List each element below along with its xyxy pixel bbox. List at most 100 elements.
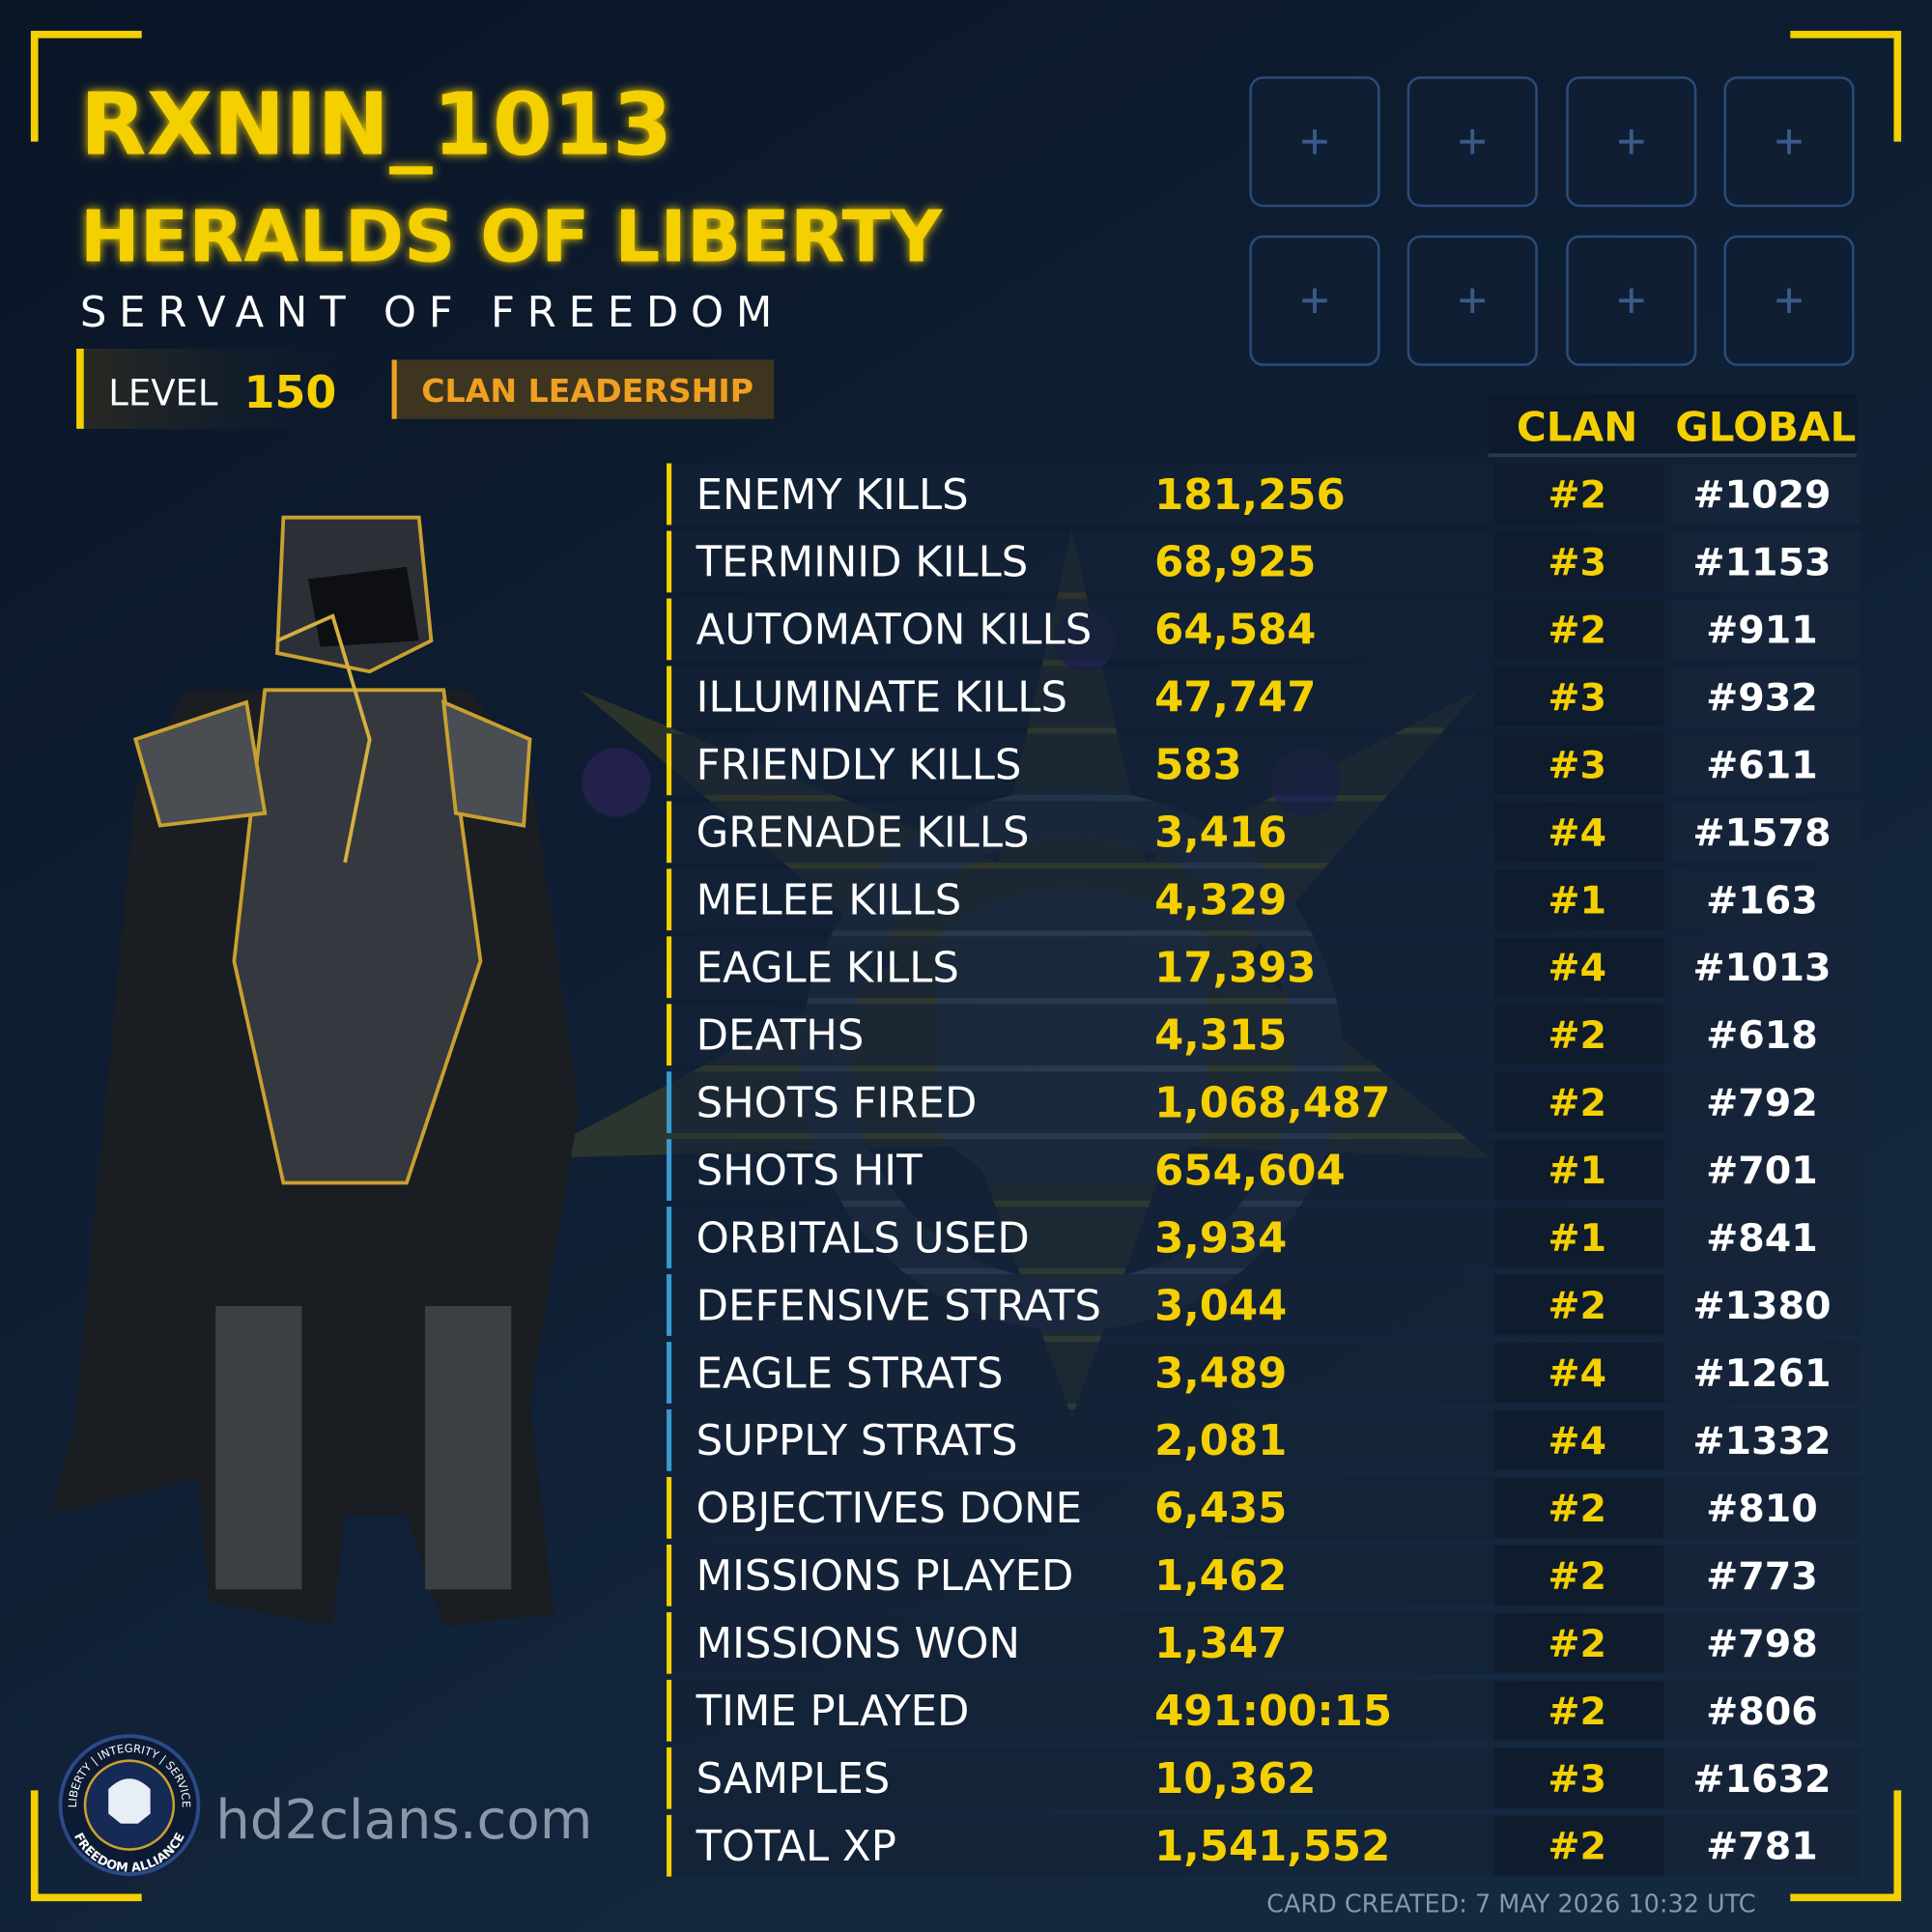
row-accent xyxy=(667,1342,672,1404)
row-accent xyxy=(667,1679,672,1742)
stat-value: 3,489 xyxy=(1154,1350,1287,1398)
clan-rank: #1 xyxy=(1548,1149,1606,1193)
stat-value: 4,329 xyxy=(1154,877,1287,925)
clan-rank: #4 xyxy=(1548,1351,1606,1396)
badge-slots xyxy=(1249,76,1855,366)
stat-label: FRIENDLY KILLS xyxy=(696,742,1022,790)
global-rank: #1013 xyxy=(1692,946,1831,990)
stat-value: 491:00:15 xyxy=(1154,1688,1392,1736)
level-value: 150 xyxy=(244,366,337,418)
row-accent xyxy=(667,1139,672,1201)
stat-label: SAMPLES xyxy=(696,1755,891,1804)
clan-rank: #4 xyxy=(1548,946,1606,990)
clan-cell xyxy=(1494,464,1663,525)
global-rank: #1632 xyxy=(1692,1757,1831,1802)
stat-value: 181,256 xyxy=(1154,471,1346,520)
row-accent xyxy=(667,868,672,931)
clan-rank: #2 xyxy=(1548,473,1606,518)
row-accent xyxy=(667,1409,672,1471)
global-cell xyxy=(1671,869,1861,929)
clan-rank: #2 xyxy=(1548,1825,1606,1869)
clan-cell xyxy=(1494,1410,1663,1470)
stat-value: 6,435 xyxy=(1154,1485,1287,1533)
clan-cell xyxy=(1494,1816,1663,1876)
clan-cell xyxy=(1494,1343,1663,1403)
row-accent xyxy=(667,1004,672,1066)
global-cell xyxy=(1671,1208,1861,1267)
global-cell xyxy=(1671,1613,1861,1673)
clan-rank: #3 xyxy=(1548,675,1606,720)
global-rank: #1153 xyxy=(1692,540,1831,584)
row-accent xyxy=(667,598,672,661)
player-name: RXNIN_1013 xyxy=(80,74,672,175)
stat-value: 4,315 xyxy=(1154,1011,1287,1060)
stat-value: 1,068,487 xyxy=(1154,1079,1390,1127)
global-rank: #932 xyxy=(1706,675,1818,720)
created-date: CARD CREATED: 7 MAY 2026 10:32 UTC xyxy=(1266,1890,1755,1919)
row-accent xyxy=(667,1747,672,1809)
header-box xyxy=(1488,394,1858,456)
clan-cell xyxy=(1494,869,1663,929)
plus-icon xyxy=(1619,288,1644,313)
stats-table: CLAN GLOBAL ENEMY KILLS 181,256 #2 #1029 TERMI… xyxy=(667,394,1861,1877)
clan-rank: #1 xyxy=(1548,1216,1606,1261)
stat-value: 583 xyxy=(1154,742,1242,790)
role-bar xyxy=(391,359,397,419)
column-header: GLOBAL xyxy=(1675,404,1856,451)
clan-cell xyxy=(1494,1546,1663,1605)
clan-rank: #3 xyxy=(1548,540,1606,584)
row-accent xyxy=(667,733,672,796)
clan-rank: #2 xyxy=(1548,1487,1606,1531)
global-cell xyxy=(1671,1005,1861,1065)
site: hd2clans.com xyxy=(215,1789,592,1852)
clan-rank: #4 xyxy=(1548,1419,1606,1463)
plus-icon xyxy=(1619,128,1644,155)
clan-rank: #2 xyxy=(1548,1622,1606,1666)
global-rank: #841 xyxy=(1706,1216,1818,1261)
stat-label: SHOTS HIT xyxy=(696,1147,923,1195)
global-rank: #701 xyxy=(1706,1149,1818,1193)
plus-icon xyxy=(1460,128,1485,155)
global-rank: #1578 xyxy=(1692,810,1831,855)
global-rank: #792 xyxy=(1706,1081,1818,1125)
global-cell xyxy=(1671,531,1861,592)
corner-brackets xyxy=(30,30,1902,1902)
row-accent xyxy=(667,1071,672,1134)
stat-value: 1,347 xyxy=(1154,1620,1287,1668)
stat-value: 3,044 xyxy=(1154,1282,1287,1330)
row-accent xyxy=(667,1814,672,1877)
clan-rank: #4 xyxy=(1548,810,1606,855)
stat-label: MISSIONS WON xyxy=(696,1620,1020,1668)
role: CLAN LEADERSHIP xyxy=(421,372,753,410)
stat-value: 68,925 xyxy=(1154,539,1316,587)
clan-cell xyxy=(1494,531,1663,592)
character xyxy=(49,515,580,1627)
level-label: LEVEL xyxy=(108,373,218,414)
clan-rank: #1 xyxy=(1548,878,1606,923)
stat-value: 1,541,552 xyxy=(1154,1823,1390,1871)
clan-cell xyxy=(1494,802,1663,862)
header-underline xyxy=(1488,453,1858,458)
clan-cell xyxy=(1494,1681,1663,1741)
global-cell xyxy=(1671,1816,1861,1876)
row-accent xyxy=(667,1207,672,1268)
clan-cell xyxy=(1494,1005,1663,1065)
stat-label: MISSIONS PLAYED xyxy=(696,1552,1074,1601)
player-title: SERVANT OF FREEDOM xyxy=(80,289,784,337)
clan-cell xyxy=(1494,1275,1663,1335)
row-accent xyxy=(667,463,672,526)
clan-rank: #3 xyxy=(1548,1757,1606,1802)
row-accent xyxy=(667,801,672,864)
row-accent xyxy=(667,1477,672,1539)
plus-icon xyxy=(1302,128,1327,155)
stat-label: GRENADE KILLS xyxy=(696,810,1030,858)
clan-cell xyxy=(1494,599,1663,660)
global-rank: #911 xyxy=(1706,608,1818,652)
clan-cell xyxy=(1494,1748,1663,1808)
global-rank: #773 xyxy=(1706,1554,1818,1599)
level-box xyxy=(76,348,346,429)
global-rank: #810 xyxy=(1706,1487,1818,1531)
clan-cell xyxy=(1494,734,1663,794)
stat-label: AUTOMATON KILLS xyxy=(696,607,1093,655)
